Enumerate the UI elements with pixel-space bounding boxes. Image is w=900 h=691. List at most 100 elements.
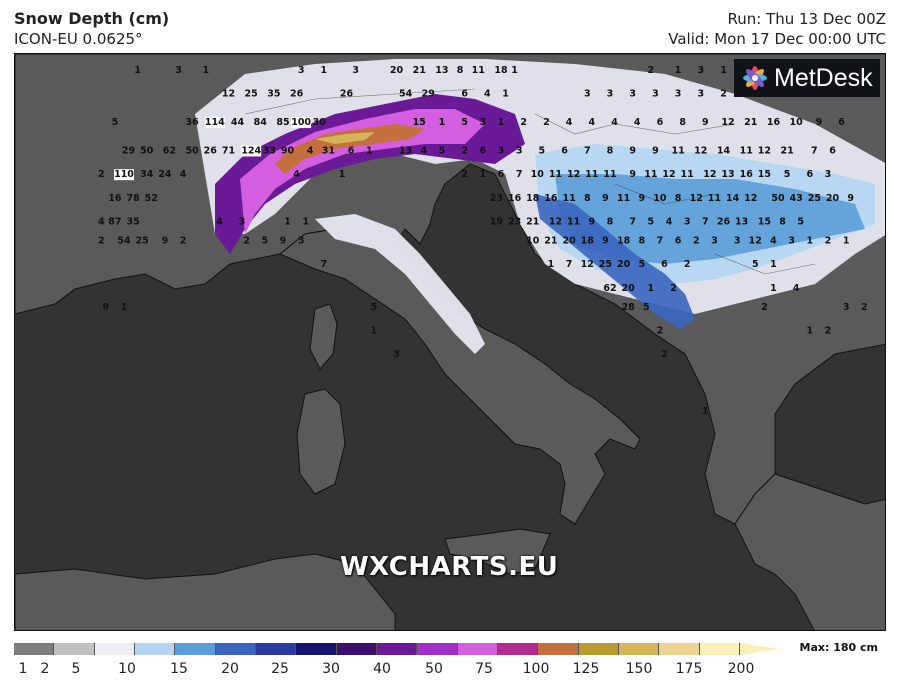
snow-depth-value: 10 bbox=[526, 236, 540, 247]
snow-depth-value: 11 bbox=[472, 65, 485, 76]
snow-depth-value: 9 bbox=[847, 193, 854, 204]
snow-depth-value: 1 bbox=[479, 169, 486, 180]
legend-tick-label: 10 bbox=[118, 661, 136, 677]
snow-dinaric bbox=[535, 194, 695, 329]
snow-depth-value: 28 bbox=[622, 302, 636, 313]
snow-depth-value: 3 bbox=[175, 65, 182, 76]
snow-depth-value-label: 62 bbox=[603, 283, 616, 294]
snow-depth-value: 5 bbox=[539, 145, 546, 156]
snow-depth-value-label: 26 bbox=[204, 145, 218, 156]
snow-depth-value-label: 25 bbox=[808, 193, 821, 204]
snow-depth-value-label: 4 bbox=[307, 145, 314, 156]
snow-depth-value-label: 20 bbox=[826, 193, 840, 204]
snow-alps-gold bbox=[315, 132, 375, 144]
snow-depth-value: 5 bbox=[638, 259, 645, 270]
snow-depth-value: 3 bbox=[652, 89, 659, 100]
legend-tick-label: 2 bbox=[40, 661, 50, 677]
snow-depth-value: 6 bbox=[838, 117, 845, 128]
snow-depth-value-label: 2 bbox=[520, 117, 527, 128]
snow-depth-value: 5 bbox=[648, 217, 655, 228]
snow-depth-value-label: 9 bbox=[638, 193, 645, 204]
snow-depth-value-label: 3 bbox=[239, 217, 246, 228]
snow-depth-value: 3 bbox=[629, 89, 636, 100]
snow-depth-value-label: 9 bbox=[816, 117, 823, 128]
snow-depth-value-label: 3 bbox=[584, 89, 591, 100]
snow-depth-value-label: 5 bbox=[439, 145, 446, 156]
snow-depth-value: 19 bbox=[490, 217, 503, 228]
snow-depth-value: 25 bbox=[136, 236, 149, 247]
snow-depth-value-label: 15 bbox=[413, 117, 426, 128]
snow-depth-value-label: 2 bbox=[670, 283, 677, 294]
snow-depth-value: 3 bbox=[298, 236, 305, 247]
snow-depth-value-label: 12 bbox=[690, 193, 703, 204]
snow-depth-value: 1 bbox=[370, 326, 377, 337]
snow-depth-value-label: 16 bbox=[508, 193, 522, 204]
snow-depth-value: 8 bbox=[638, 236, 645, 247]
snow-depth-value-label: 1 bbox=[439, 117, 446, 128]
legend-swatch bbox=[336, 643, 377, 655]
snow-depth-value-label: 12 bbox=[222, 89, 235, 100]
snow-depth-value: 7 bbox=[811, 145, 818, 156]
snow-depth-value-label: 16 bbox=[767, 117, 781, 128]
legend-tick-label: 100 bbox=[522, 661, 550, 677]
snow-depth-value: 3 bbox=[684, 217, 691, 228]
snow-depth-value: 7 bbox=[657, 236, 664, 247]
snow-depth-value: 1 bbox=[121, 302, 128, 313]
snow-depth-value: 4 bbox=[420, 145, 427, 156]
snow-depth-value: 3 bbox=[498, 145, 505, 156]
snow-depth-value-label: 11 bbox=[644, 169, 657, 180]
snow-depth-value: 1 bbox=[439, 117, 446, 128]
snow-depth-value-label: 1 bbox=[366, 145, 373, 156]
snow-depth-value-label: 12 bbox=[744, 193, 757, 204]
legend-tick-label: 75 bbox=[475, 661, 493, 677]
snow-depth-value: 2 bbox=[761, 302, 768, 313]
snow-depth-value: 9 bbox=[702, 117, 709, 128]
snow-depth-value: 35 bbox=[126, 217, 139, 228]
snow-depth-value: 5 bbox=[784, 169, 791, 180]
snow-depth-value-label: 10 bbox=[790, 117, 804, 128]
snow-depth-value-label: 50 bbox=[140, 145, 154, 156]
snow-depth-value: 2 bbox=[684, 259, 691, 270]
snow-depth-value-label: 1 bbox=[675, 65, 682, 76]
snow-depth-value-label: 1 bbox=[339, 169, 346, 180]
snow-midblue bbox=[555, 174, 865, 264]
snow-depth-value: 2 bbox=[180, 236, 187, 247]
snow-depth-value-label: 7 bbox=[321, 259, 328, 270]
snow-depth-value: 2 bbox=[648, 65, 655, 76]
snow-depth-values: 1313132021138111812131312253526265429641… bbox=[98, 65, 868, 417]
snow-depth-value: 2 bbox=[461, 169, 468, 180]
legend-tick-label: 50 bbox=[425, 661, 443, 677]
snow-depth-value-label: 8 bbox=[607, 217, 614, 228]
snow-depth-value: 12 bbox=[567, 169, 580, 180]
snow-depth-value: 84 bbox=[254, 117, 268, 128]
snow-depth-value: 6 bbox=[806, 169, 813, 180]
snow-depth-value: 3 bbox=[352, 65, 359, 76]
snow-depth-value: 15 bbox=[758, 169, 771, 180]
snow-depth-value-label: 2 bbox=[761, 302, 768, 313]
snow-depth-value: 9 bbox=[602, 236, 609, 247]
snow-depth-value: 2 bbox=[243, 236, 250, 247]
snow-depth-value: 90 bbox=[281, 145, 295, 156]
snow-depth-value: 12 bbox=[222, 89, 235, 100]
snow-depth-value: 1 bbox=[806, 326, 813, 337]
snow-depth-value-label: 23 bbox=[508, 217, 521, 228]
snow-depth-value: 78 bbox=[126, 193, 140, 204]
snow-depth-value: 6 bbox=[675, 236, 682, 247]
snow-depth-value-label: 11 bbox=[472, 65, 485, 76]
snow-depth-value-label: 2 bbox=[825, 236, 832, 247]
snow-depth-value: 3 bbox=[697, 65, 704, 76]
snow-depth-value-label: 6 bbox=[657, 117, 664, 128]
snow-depth-value: 3 bbox=[675, 89, 682, 100]
snow-depth-value: 20 bbox=[562, 236, 576, 247]
snow-depth-value-label: 114 bbox=[205, 117, 225, 128]
snow-depth-value-label: 3 bbox=[629, 89, 636, 100]
snow-depth-value: 20 bbox=[617, 259, 631, 270]
snow-depth-value-label: 9 bbox=[629, 169, 636, 180]
snow-depth-value: 2 bbox=[657, 326, 664, 337]
snow-depth-value: 11 bbox=[644, 169, 657, 180]
snow-depth-value-label: 1 bbox=[502, 89, 509, 100]
legend-swatch bbox=[538, 643, 579, 655]
snow-depth-value: 29 bbox=[422, 89, 435, 100]
snow-depth-value: 4 bbox=[484, 89, 491, 100]
snow-depth-value: 2 bbox=[670, 283, 677, 294]
